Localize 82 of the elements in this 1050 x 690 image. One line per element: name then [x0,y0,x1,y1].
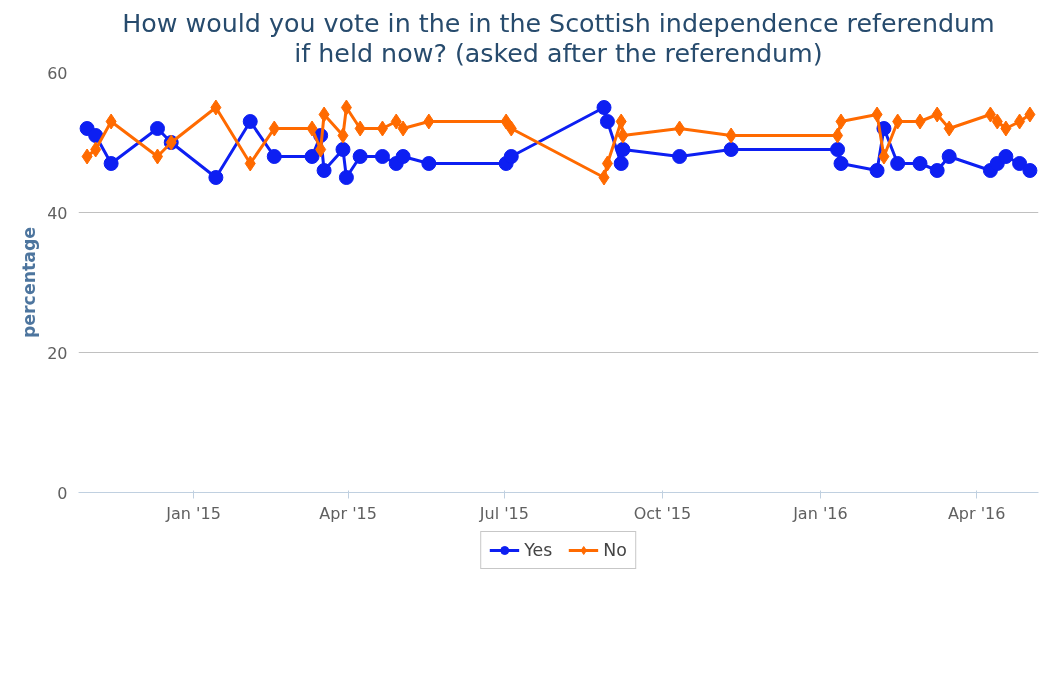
point [423,113,435,130]
point [503,149,519,164]
point [352,149,368,164]
x-tick-label: Jul '15 [478,503,529,523]
point [672,149,688,164]
point [878,148,890,165]
point [1000,120,1012,137]
point [914,113,926,130]
point [1012,156,1028,171]
point [615,113,627,130]
point [337,127,349,144]
point [210,99,222,116]
point [395,149,411,164]
point [830,142,846,157]
point [244,155,256,172]
legend-label: No [603,540,627,560]
point [929,163,945,178]
point [835,113,847,130]
point [266,149,282,164]
point [892,113,904,130]
point [208,170,224,185]
y-tick-label: 40 [47,203,68,223]
chart-title: How would you vote in the in the Scottish independence referendum if held now? (asked after the referendum) [122,7,995,68]
x-tick-label: Jan '16 [792,503,848,523]
point [242,114,258,129]
point [390,113,402,130]
point [316,163,332,178]
point [354,120,366,137]
point [306,120,318,137]
point [1024,106,1036,123]
point [871,106,883,123]
point [103,156,119,171]
point [931,106,943,123]
point [374,149,390,164]
point [598,169,610,186]
point [984,106,996,123]
point [991,113,1003,130]
point [421,156,437,171]
point [613,156,629,171]
point [90,141,102,158]
point [335,142,351,157]
point [1022,163,1038,178]
point [617,127,629,144]
point [500,113,512,130]
point [338,170,354,185]
point [376,120,388,137]
point [81,148,93,165]
point [318,106,330,123]
y-axis-title: percentage [19,226,40,339]
point [304,149,320,164]
point [941,149,957,164]
point [105,113,117,130]
point [397,120,409,137]
point [890,156,906,171]
point [674,120,686,137]
point [615,142,631,157]
point [912,156,928,171]
point [596,100,612,115]
x-tick-label: Apr '16 [947,503,1006,523]
legend-label: Yes [524,540,553,560]
x-tick-label: Jan '15 [165,503,221,523]
point [943,120,955,137]
point [315,141,327,158]
point [869,163,885,178]
point [998,149,1014,164]
point [833,156,849,171]
y-tick-label: 20 [47,343,68,363]
point [601,155,613,172]
point [723,142,739,157]
x-tick-label: Oct '15 [633,503,692,523]
x-tick-label: Apr '15 [319,503,377,523]
point [505,120,517,137]
point [832,127,844,144]
y-tick-label: 0 [57,483,68,503]
point [88,128,104,143]
point [599,114,615,129]
point [268,120,280,137]
point [725,127,737,144]
y-tick-label: 60 [47,63,68,83]
point [340,99,352,116]
point [1014,113,1026,130]
point [150,121,165,136]
